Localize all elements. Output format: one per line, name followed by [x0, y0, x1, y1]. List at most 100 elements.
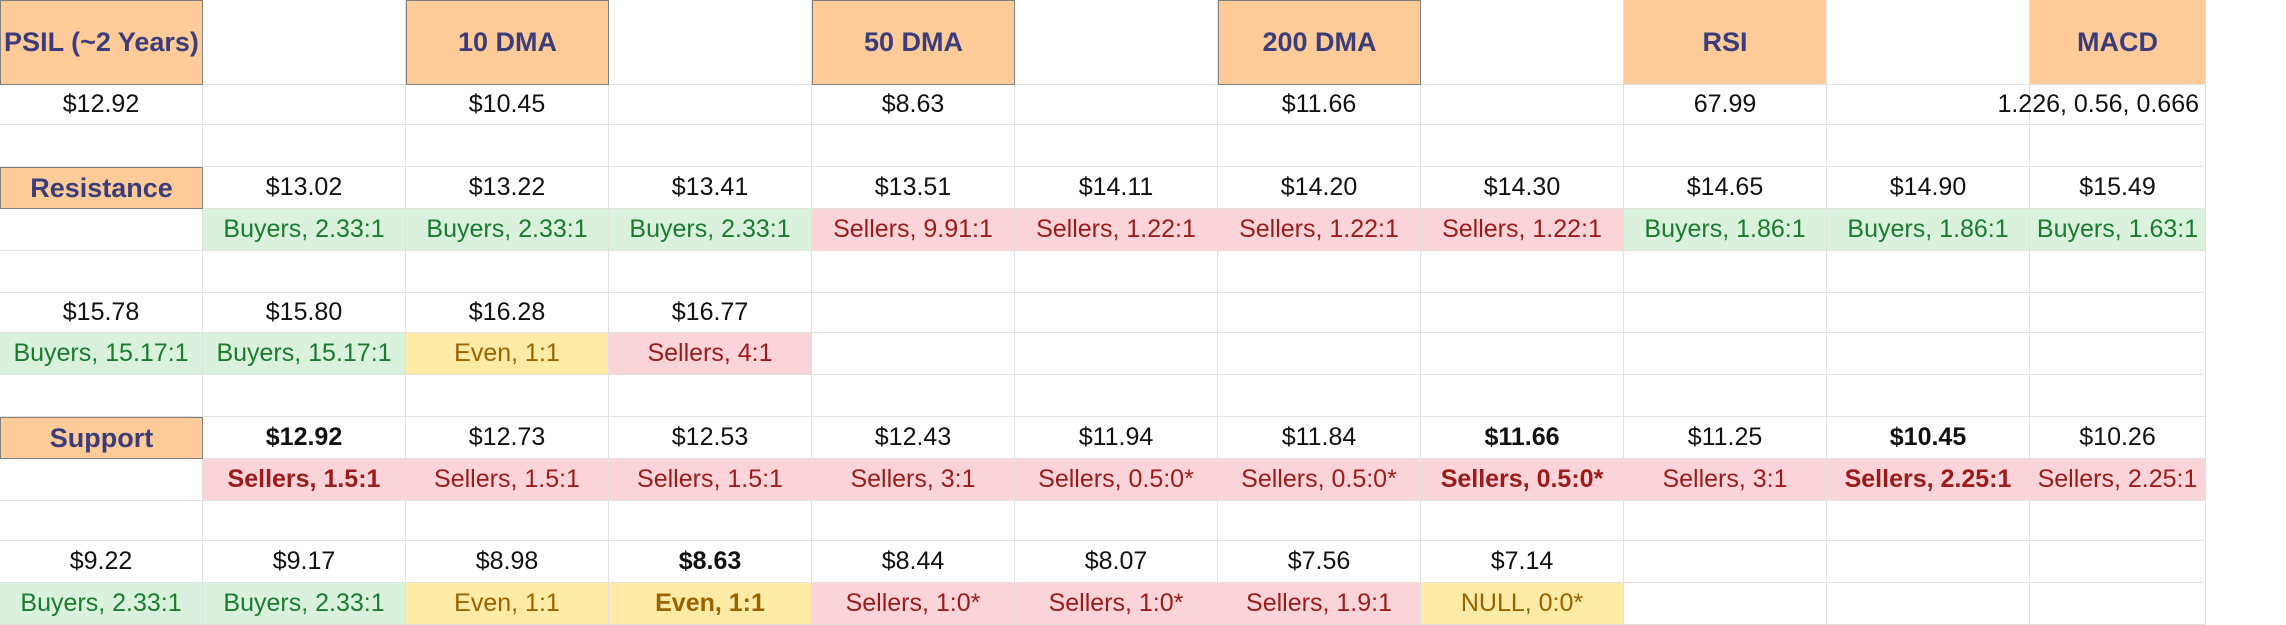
resistance-price: $15.78	[0, 293, 203, 333]
resistance-ratio: Buyers, 1.86:1	[1827, 209, 2030, 251]
current-macd: 1.226, 0.56, 0.666	[1997, 85, 2206, 125]
empty-cell	[2030, 375, 2206, 417]
empty-cell	[0, 501, 203, 541]
empty-cell	[1421, 125, 1624, 167]
resistance-ratio: Buyers, 1.86:1	[1624, 209, 1827, 251]
empty-cell	[1218, 293, 1421, 333]
resistance-ratio: Even, 1:1	[406, 333, 609, 375]
empty-cell	[1015, 85, 1218, 125]
support-price: $9.22	[0, 541, 203, 583]
empty-cell	[1624, 293, 1827, 333]
empty-cell	[1827, 541, 2030, 583]
empty-cell	[812, 293, 1015, 333]
empty-cell	[1421, 293, 1624, 333]
support-ratio: Sellers, 1.5:1	[609, 459, 812, 501]
support-price: $12.53	[609, 417, 812, 459]
support-price: $12.92	[203, 417, 406, 459]
empty-cell	[1624, 541, 1827, 583]
resistance-price: $14.20	[1218, 167, 1421, 209]
empty-cell	[1827, 125, 2030, 167]
empty-cell	[203, 125, 406, 167]
empty-cell	[1827, 501, 2030, 541]
resistance-price: $15.80	[203, 293, 406, 333]
support-ratio: Sellers, 2.25:1	[2030, 459, 2206, 501]
empty-cell	[1421, 251, 1624, 293]
support-price: $11.84	[1218, 417, 1421, 459]
empty-cell	[1624, 333, 1827, 375]
empty-cell	[1218, 251, 1421, 293]
empty-cell	[203, 375, 406, 417]
support-ratio: Sellers, 2.25:1	[1827, 459, 2030, 501]
resistance-price: $14.30	[1421, 167, 1624, 209]
support-price: $7.14	[1421, 541, 1624, 583]
empty-cell	[2030, 333, 2206, 375]
empty-cell	[609, 0, 812, 85]
empty-cell	[1624, 501, 1827, 541]
empty-cell	[1827, 333, 2030, 375]
empty-cell	[0, 209, 203, 251]
support-ratio: Buyers, 2.33:1	[0, 583, 203, 625]
resistance-label: Resistance	[0, 167, 203, 209]
resistance-ratio: Sellers, 1.22:1	[1015, 209, 1218, 251]
support-label: Support	[0, 417, 203, 459]
resistance-ratio: Buyers, 15.17:1	[203, 333, 406, 375]
support-ratio: Sellers, 3:1	[1624, 459, 1827, 501]
support-ratio: Sellers, 3:1	[812, 459, 1015, 501]
support-price: $10.26	[2030, 417, 2206, 459]
empty-cell	[1218, 375, 1421, 417]
current-rsi: 67.99	[1624, 85, 1827, 125]
empty-cell	[0, 251, 203, 293]
empty-cell	[2030, 583, 2206, 625]
resistance-ratio: Buyers, 15.17:1	[0, 333, 203, 375]
empty-cell	[2030, 541, 2206, 583]
empty-cell	[1421, 375, 1624, 417]
empty-cell	[203, 85, 406, 125]
empty-cell	[1421, 333, 1624, 375]
empty-cell	[1218, 333, 1421, 375]
resistance-price: $14.65	[1624, 167, 1827, 209]
header-200-dma: 200 DMA	[1218, 0, 1421, 85]
empty-cell	[1827, 251, 2030, 293]
support-ratio: Sellers, 1:0*	[812, 583, 1015, 625]
current-price: $12.92	[0, 85, 203, 125]
empty-cell	[2030, 125, 2206, 167]
resistance-price: $16.28	[406, 293, 609, 333]
empty-cell	[609, 85, 812, 125]
empty-cell	[0, 459, 203, 501]
resistance-ratio: Sellers, 4:1	[609, 333, 812, 375]
empty-cell	[1015, 0, 1218, 85]
empty-cell	[1015, 125, 1218, 167]
empty-cell	[1015, 501, 1218, 541]
empty-cell	[1827, 0, 2030, 85]
resistance-price: $13.22	[406, 167, 609, 209]
empty-cell	[0, 375, 203, 417]
empty-cell	[812, 251, 1015, 293]
empty-cell	[1421, 0, 1624, 85]
current-10-dma: $10.45	[406, 85, 609, 125]
resistance-ratio: Buyers, 2.33:1	[609, 209, 812, 251]
resistance-price: $15.49	[2030, 167, 2206, 209]
empty-cell	[1015, 375, 1218, 417]
empty-cell	[1624, 375, 1827, 417]
support-price: $10.45	[1827, 417, 2030, 459]
support-price: $11.66	[1421, 417, 1624, 459]
support-ratio: Even, 1:1	[609, 583, 812, 625]
current-200-dma: $11.66	[1218, 85, 1421, 125]
empty-cell	[1827, 85, 2030, 125]
empty-cell	[1827, 583, 2030, 625]
resistance-ratio: Buyers, 2.33:1	[203, 209, 406, 251]
empty-cell	[609, 125, 812, 167]
empty-cell	[1015, 333, 1218, 375]
support-price: $9.17	[203, 541, 406, 583]
resistance-ratio: Sellers, 9.91:1	[812, 209, 1015, 251]
support-ratio: Sellers, 0.5:0*	[1421, 459, 1624, 501]
header-rsi: RSI	[1624, 0, 1827, 85]
resistance-price: $13.41	[609, 167, 812, 209]
resistance-ratio: Buyers, 1.63:1	[2030, 209, 2206, 251]
support-ratio: Buyers, 2.33:1	[203, 583, 406, 625]
empty-cell	[1015, 251, 1218, 293]
support-price: $8.07	[1015, 541, 1218, 583]
empty-cell	[2030, 293, 2206, 333]
support-price: $12.43	[812, 417, 1015, 459]
support-price: $8.44	[812, 541, 1015, 583]
